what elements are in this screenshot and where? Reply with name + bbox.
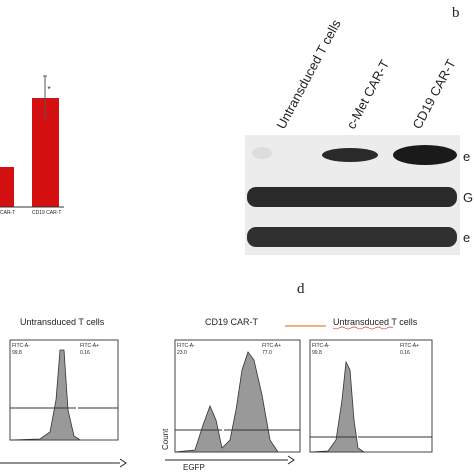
x-axis-label: EGFP [183, 463, 205, 472]
gate-value: 0.16 [400, 350, 410, 356]
bar [0, 167, 14, 207]
gate-label: FITC-A- [12, 343, 30, 349]
band [322, 148, 378, 162]
band [393, 145, 457, 165]
histogram [309, 360, 366, 453]
band [247, 227, 457, 247]
gate-label: FITC-A+ [80, 343, 99, 349]
column-label: c-Met CAR-T [343, 57, 392, 131]
blot-panel: b Untransduced T cells c-Met CAR-T CD19 … [245, 5, 473, 255]
flow-plot: Untransduced T cells FITC-A- 99.8 FITC-A… [0, 317, 127, 468]
gate-label: FITC-A- [177, 343, 195, 349]
y-axis-label: Count [161, 428, 170, 450]
bar-label: CD19 CAR-T [32, 210, 61, 216]
flow-plot: CD19 CAR-T FITC-A- 23.0 FITC-A+ 77.0 Cou… [161, 317, 301, 472]
gate-value: 77.0 [262, 350, 272, 356]
significance: * [47, 85, 50, 94]
column-label: Untransduced T cells [273, 17, 344, 132]
gate-value: 23.0 [177, 350, 187, 356]
plot-title: Untransduced T cells [20, 317, 105, 327]
histogram [9, 349, 82, 441]
row-label: e [463, 149, 470, 164]
gate-value: 99.8 [312, 350, 322, 356]
plot-frame [309, 339, 433, 453]
arrow-head [119, 458, 127, 468]
row-label: e [463, 230, 470, 245]
gate-label: FITC-A+ [262, 343, 281, 349]
panel-label: b [452, 5, 460, 21]
column-label: CD19 CAR-T [409, 57, 458, 132]
gate-label: FITC-A+ [400, 343, 419, 349]
histogram [174, 351, 279, 453]
row-label: G [463, 190, 473, 205]
arrow-head [287, 455, 295, 465]
flow-plot: Untransduced T cells FITC-A- 99.8 FITC-A… [309, 317, 433, 453]
bar-panel: * CAR-T CD19 CAR-T [0, 75, 64, 216]
gate-value: 0.16 [80, 350, 90, 356]
plot-title: CD19 CAR-T [205, 317, 259, 327]
underline [332, 326, 394, 330]
band [247, 187, 457, 207]
panel-label: d [297, 281, 305, 297]
gate-value: 99.8 [12, 350, 22, 356]
bar-label: CAR-T [0, 210, 15, 216]
plot-title: Untransduced T cells [333, 317, 418, 327]
band [252, 147, 272, 159]
gate-label: FITC-A- [312, 343, 330, 349]
